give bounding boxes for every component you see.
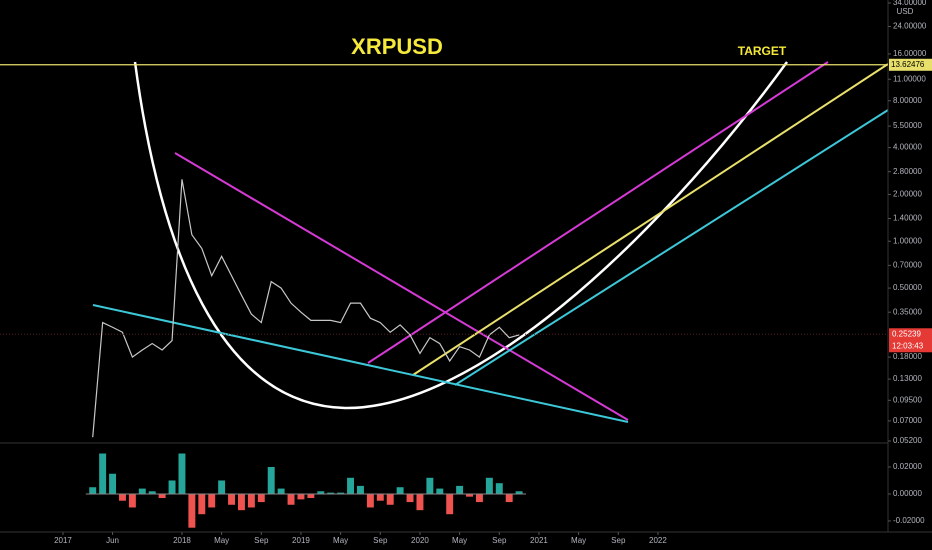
histogram-bar <box>138 488 146 494</box>
parabola <box>133 61 789 410</box>
histogram-bar <box>307 493 315 499</box>
histogram-bar <box>99 453 107 494</box>
x-tick-label: Sep <box>373 536 388 545</box>
histogram-bar <box>416 493 424 511</box>
histogram-bar <box>475 493 483 503</box>
x-tick-label: 2019 <box>292 536 310 545</box>
y-tick-label: 0.07000 <box>893 416 922 425</box>
x-tick-label: Sep <box>254 536 269 545</box>
x-tick-label: May <box>571 536 586 545</box>
x-tick-label: 2022 <box>649 536 667 545</box>
histogram-bar <box>287 493 295 505</box>
y-tick-label: 0.05200 <box>893 436 922 445</box>
histogram-bar <box>466 493 474 497</box>
histogram-bar <box>168 480 176 494</box>
histogram-bar <box>406 493 414 503</box>
trendline <box>367 61 829 364</box>
y-tick-label: 0.13000 <box>893 374 922 383</box>
histogram-bar <box>436 488 444 494</box>
y2-tick-label: 0.02000 <box>893 462 922 471</box>
histogram-bar <box>376 493 384 501</box>
last-price-box <box>889 328 932 353</box>
histogram-bar <box>178 453 186 494</box>
trendline <box>412 63 889 376</box>
histogram-bar <box>485 477 493 494</box>
histogram-bar <box>446 493 454 515</box>
y-tick-label: 24.00000 <box>893 22 927 31</box>
histogram-bar <box>515 491 523 494</box>
y-tick-label: 16.00000 <box>893 49 927 58</box>
histogram-bar <box>495 483 503 494</box>
y-tick-label: 2.80000 <box>893 167 922 176</box>
y-tick-label: 5.50000 <box>893 121 922 130</box>
histogram-bar <box>337 492 345 494</box>
histogram-bar <box>386 493 394 505</box>
x-tick-label: May <box>452 536 467 545</box>
histogram-bar <box>356 485 364 494</box>
x-tick-label: 2020 <box>411 536 429 545</box>
histogram-bar <box>247 493 255 508</box>
drawings <box>92 61 889 423</box>
last-price-label: 0.25239 <box>892 329 921 338</box>
histogram-bar <box>257 493 265 503</box>
unit-label: USD <box>897 7 914 16</box>
y-tick-label: 4.00000 <box>893 143 922 152</box>
x-tick-label: 2017 <box>54 536 72 545</box>
annotation: TARGET <box>738 44 787 58</box>
y-tick-label: 1.00000 <box>893 236 922 245</box>
y-tick-label: 0.35000 <box>893 307 922 316</box>
y-tick-label: 0.09500 <box>893 395 922 404</box>
histogram-bar <box>317 491 325 494</box>
y-tick-label: 2.00000 <box>893 190 922 199</box>
histogram-bar <box>456 485 464 494</box>
histogram-bar <box>297 493 305 500</box>
x-tick-label: Sep <box>611 536 626 545</box>
y-tick-label: 0.70000 <box>893 260 922 269</box>
trendline <box>174 152 629 421</box>
target-label-box <box>889 58 932 71</box>
x-tick-label: Jun <box>106 536 119 545</box>
histogram-bar <box>109 473 117 494</box>
y-tick-label: 8.00000 <box>893 96 922 105</box>
y2-tick-label: -0.02000 <box>893 516 925 525</box>
target-label: 13.62476 <box>891 60 925 69</box>
histogram-bar <box>148 491 156 494</box>
x-tick-label: Sep <box>492 536 507 545</box>
price-line <box>92 179 520 438</box>
histogram-bar <box>327 492 335 494</box>
histogram-bar <box>237 493 245 511</box>
countdown: 12:03:43 <box>892 341 924 350</box>
y-tick-label: 0.50000 <box>893 283 922 292</box>
histogram-bar <box>128 493 136 508</box>
histogram-bar <box>198 493 206 515</box>
histogram-bar <box>218 480 226 494</box>
trendline <box>92 304 629 423</box>
x-tick-label: 2018 <box>173 536 191 545</box>
histogram-bar <box>228 493 236 505</box>
x-tick-label: May <box>214 536 229 545</box>
trendline <box>454 109 889 386</box>
histogram-bar <box>396 487 404 494</box>
y-tick-label: 1.40000 <box>893 214 922 223</box>
x-tick-label: 2021 <box>530 536 548 545</box>
histogram-bar <box>208 493 216 508</box>
histogram-bar <box>505 493 513 503</box>
histogram-bar <box>366 493 374 508</box>
histogram-bar <box>426 477 434 494</box>
y-tick-label: 34.00000 <box>893 0 927 7</box>
histogram-bar <box>158 493 166 499</box>
chart-title: XRPUSD <box>351 34 443 59</box>
histogram-bar <box>89 487 97 494</box>
histogram-bar <box>118 493 126 501</box>
y2-tick-label: 0.00000 <box>893 489 922 498</box>
histogram-bar <box>267 466 275 494</box>
y-tick-label: 11.00000 <box>893 74 926 83</box>
histogram-bar <box>188 493 196 528</box>
histogram-bar <box>347 477 355 494</box>
x-tick-label: May <box>333 536 348 545</box>
histogram-bar <box>277 488 285 494</box>
y-tick-label: 0.18000 <box>893 352 922 361</box>
